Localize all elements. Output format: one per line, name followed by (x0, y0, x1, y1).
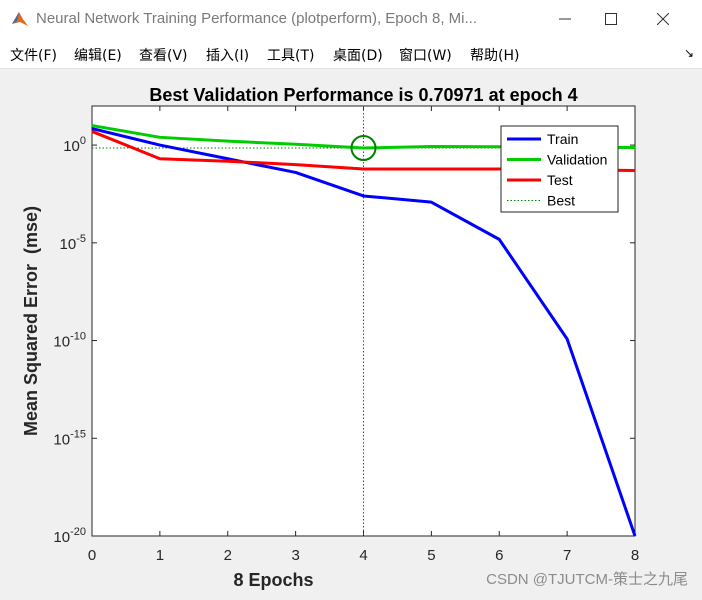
x-tick-label: 5 (427, 547, 435, 564)
data-point-test (91, 130, 93, 132)
x-tick-label: 0 (88, 547, 96, 564)
menu-file[interactable]: 文件(F) (10, 48, 57, 64)
y-tick-label: 100 (63, 135, 86, 155)
legend-label: Best (547, 193, 575, 209)
x-tick-label: 4 (359, 547, 367, 564)
best-marker (350, 135, 377, 162)
data-point-train (159, 144, 161, 146)
close-icon (657, 13, 669, 25)
x-axis-label: 8 Epochs (233, 570, 313, 590)
matlab-app-icon (12, 12, 28, 26)
data-point-train (634, 535, 636, 537)
data-point-validation (227, 140, 229, 142)
dock-arrow-icon[interactable]: ↘ (683, 46, 694, 60)
x-tick-label: 7 (563, 547, 571, 564)
performance-chart: Best Validation Performance is 0.70971 a… (21, 85, 688, 590)
data-point-test (227, 160, 229, 162)
menu-help[interactable]: 帮助(H) (470, 48, 520, 64)
data-point-validation (430, 145, 432, 147)
y-tick-label: 10-10 (53, 331, 86, 351)
x-tick-label: 2 (224, 547, 232, 564)
data-point-train (363, 195, 364, 197)
menu-view[interactable]: 查看(V) (139, 48, 188, 64)
data-point-validation (91, 125, 93, 127)
data-point-train (227, 158, 229, 160)
menu-edit[interactable]: 编辑(E) (74, 48, 122, 64)
data-point-test (498, 168, 500, 170)
figure-area: Best Validation Performance is 0.70971 a… (0, 69, 702, 595)
window-titlebar: Neural Network Training Performance (plo… (0, 0, 702, 38)
data-point-test (634, 170, 636, 172)
minimize-icon (559, 18, 571, 20)
data-point-train (498, 238, 500, 240)
menu-tools[interactable]: 工具(T) (267, 48, 315, 64)
y-tick-label: 10-15 (53, 428, 86, 448)
data-point-train (430, 201, 432, 203)
data-point-validation (634, 147, 636, 149)
legend-label: Test (547, 172, 573, 188)
data-point-train (295, 171, 297, 173)
data-point-validation (363, 147, 364, 149)
menu-bar: 文件(F) 编辑(E) 查看(V) 插入(I) 工具(T) 桌面(D) 窗口(W… (0, 38, 702, 69)
data-point-test (430, 168, 432, 170)
y-tick-label: 10-5 (60, 233, 86, 253)
y-tick-label: 10-20 (53, 526, 86, 546)
menu-desktop[interactable]: 桌面(D) (333, 48, 383, 64)
window-title: Neural Network Training Performance (plo… (36, 10, 477, 27)
x-tick-label: 3 (291, 547, 299, 564)
data-point-validation (498, 146, 500, 148)
data-point-test (363, 168, 364, 170)
y-axis-label: Mean Squared Error (mse) (21, 206, 41, 436)
x-tick-label: 1 (156, 547, 164, 564)
legend-label: Train (547, 131, 578, 147)
chart-title: Best Validation Performance is 0.70971 a… (149, 85, 577, 105)
close-button[interactable] (640, 0, 686, 38)
data-point-train (566, 338, 568, 340)
menu-window[interactable]: 窗口(W) (399, 48, 452, 64)
data-point-test (159, 158, 161, 160)
data-point-validation (295, 143, 297, 145)
x-tick-label: 6 (495, 547, 503, 564)
data-point-test (295, 164, 297, 166)
x-tick-label: 8 (631, 547, 639, 564)
maximize-icon (605, 13, 617, 25)
menu-insert[interactable]: 插入(I) (206, 48, 250, 64)
watermark-text: CSDN @TJUTCM-策士之九尾 (486, 571, 688, 588)
minimize-button[interactable] (542, 0, 588, 38)
data-point-validation (159, 136, 161, 138)
maximize-button[interactable] (588, 0, 634, 38)
data-point-train (91, 128, 93, 130)
legend-label: Validation (547, 152, 607, 168)
